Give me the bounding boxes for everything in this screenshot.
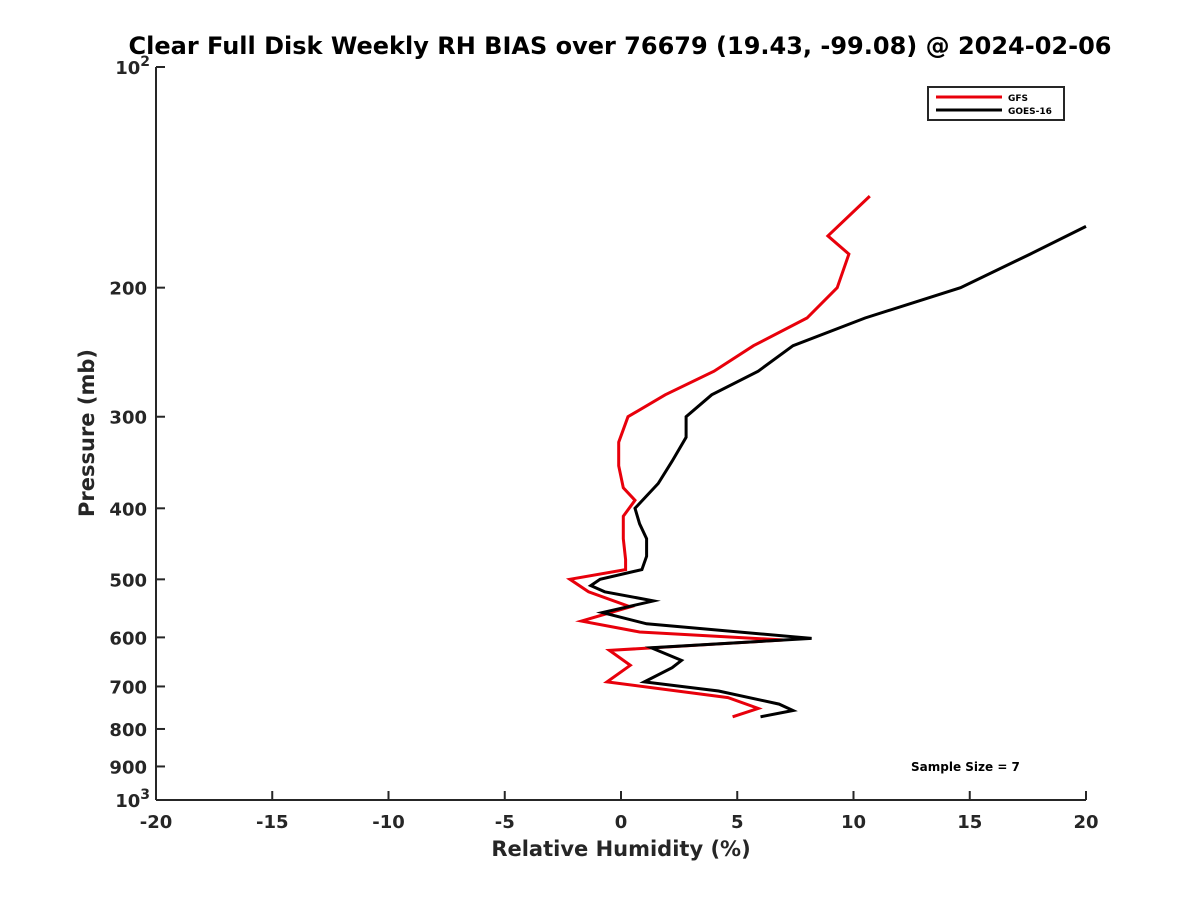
legend-label: GFS bbox=[1008, 94, 1028, 104]
x-tick-label: 5 bbox=[731, 812, 744, 833]
y-tick-label: 103 bbox=[115, 787, 150, 812]
x-tick-label: 0 bbox=[615, 812, 628, 833]
y-axis-label: Pressure (mb) bbox=[75, 349, 99, 517]
x-tick-label: 15 bbox=[957, 812, 982, 833]
series-line-goes-16 bbox=[587, 225, 1087, 719]
y-tick-label: 200 bbox=[109, 279, 147, 300]
legend: GFS GOES-16 bbox=[927, 86, 1065, 121]
series-layer bbox=[565, 195, 1087, 719]
y-tick-label: 102 bbox=[115, 54, 150, 79]
y-tick-label: 500 bbox=[109, 570, 147, 591]
x-axis-label: Relative Humidity (%) bbox=[491, 837, 750, 861]
x-tick-label: -5 bbox=[495, 812, 515, 833]
x-tick-label: -10 bbox=[372, 812, 405, 833]
legend-box bbox=[927, 86, 1065, 121]
sample-size-annotation: Sample Size = 7 bbox=[911, 760, 1020, 774]
legend-label: GOES-16 bbox=[1008, 107, 1052, 117]
y-tick-label: 900 bbox=[109, 757, 147, 778]
y-tick-label: 400 bbox=[109, 499, 147, 520]
y-tick-label: 700 bbox=[109, 677, 147, 698]
chart-title: Clear Full Disk Weekly RH BIAS over 7667… bbox=[129, 32, 1112, 60]
axes-layer: -20 -15 -10 -5 0 5 10 15 20 102 200 300 400 500 600 700… bbox=[109, 54, 1098, 833]
x-tick-label: 20 bbox=[1073, 812, 1098, 833]
x-tick-label: 10 bbox=[841, 812, 866, 833]
x-tick-label: -15 bbox=[256, 812, 289, 833]
y-tick-label: 800 bbox=[109, 720, 147, 741]
x-tick-label: -20 bbox=[140, 812, 173, 833]
series-line-gfs bbox=[565, 195, 871, 719]
y-tick-label: 600 bbox=[109, 628, 147, 649]
y-tick-label: 300 bbox=[109, 408, 147, 429]
